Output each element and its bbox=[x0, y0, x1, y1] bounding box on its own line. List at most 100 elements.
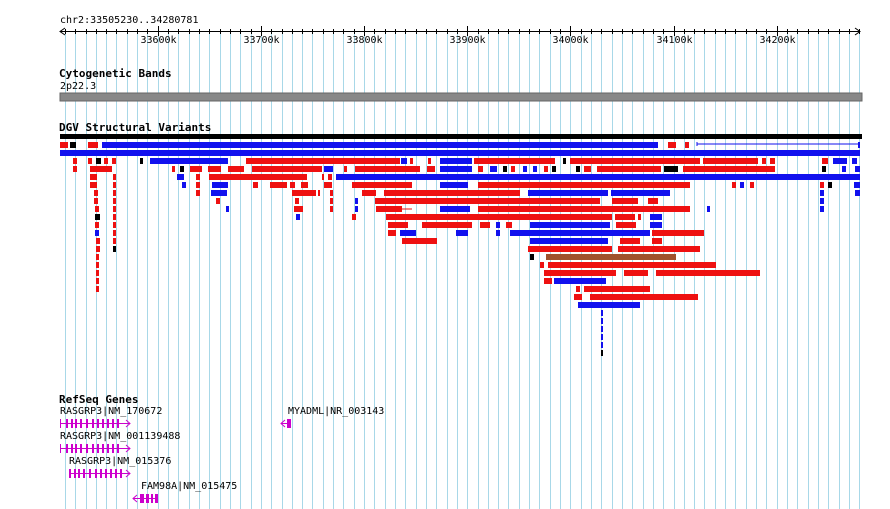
structural-variant-feature[interactable] bbox=[858, 142, 860, 148]
structural-variant-feature[interactable] bbox=[490, 166, 497, 172]
structural-variant-feature[interactable] bbox=[656, 270, 760, 276]
structural-variant-feature[interactable] bbox=[762, 158, 766, 164]
structural-variant-feature[interactable] bbox=[226, 206, 229, 212]
structural-variant-feature[interactable] bbox=[301, 182, 308, 188]
structural-variant-feature[interactable] bbox=[618, 246, 700, 252]
structural-variant-feature[interactable] bbox=[400, 230, 416, 236]
structural-variant-feature[interactable] bbox=[685, 142, 689, 148]
structural-variant-feature[interactable] bbox=[90, 174, 97, 180]
structural-variant-feature[interactable] bbox=[703, 158, 758, 164]
structural-variant-feature[interactable] bbox=[820, 182, 824, 188]
structural-variant-feature[interactable] bbox=[96, 270, 99, 276]
structural-variant-feature[interactable] bbox=[96, 254, 99, 260]
structural-variant-feature[interactable] bbox=[578, 302, 640, 308]
structural-variant-feature[interactable] bbox=[563, 158, 566, 164]
gene-rasgrp3-nm-001139488-exon[interactable] bbox=[92, 444, 94, 453]
structural-variant-feature[interactable] bbox=[474, 158, 555, 164]
structural-variant-feature[interactable] bbox=[211, 190, 227, 196]
structural-variant-feature[interactable] bbox=[554, 278, 606, 284]
structural-variant-feature[interactable] bbox=[182, 182, 186, 188]
gene-rasgrp3-nm-001139488-exon[interactable] bbox=[112, 444, 114, 453]
gene-rasgrp3-nm-015376-exon[interactable] bbox=[115, 469, 117, 478]
structural-variant-feature[interactable] bbox=[88, 158, 92, 164]
structural-variant-feature[interactable] bbox=[440, 166, 472, 172]
structural-variant-feature[interactable] bbox=[355, 206, 358, 212]
structural-variant-feature[interactable] bbox=[854, 182, 860, 188]
structural-variant-feature[interactable] bbox=[94, 198, 98, 204]
gene-rasgrp3-nm-015376-exon[interactable] bbox=[120, 469, 122, 478]
structural-variant-feature[interactable] bbox=[355, 198, 358, 204]
structural-variant-feature[interactable] bbox=[270, 182, 287, 188]
structural-variant-feature[interactable] bbox=[375, 198, 600, 204]
structural-variant-feature[interactable] bbox=[707, 206, 710, 212]
structural-variant-feature[interactable] bbox=[576, 286, 580, 292]
structural-variant-feature[interactable] bbox=[212, 182, 228, 188]
structural-variant-feature[interactable] bbox=[544, 270, 616, 276]
structural-variant-feature[interactable] bbox=[528, 246, 612, 252]
gene-rasgrp3-nm-170672-exon[interactable] bbox=[117, 419, 119, 428]
structural-variant-feature[interactable] bbox=[172, 166, 175, 172]
structural-variant-feature[interactable] bbox=[324, 182, 332, 188]
structural-variant-feature[interactable] bbox=[88, 142, 98, 148]
structural-variant-feature[interactable] bbox=[73, 158, 77, 164]
structural-variant-feature[interactable] bbox=[828, 182, 832, 188]
structural-variant-feature[interactable] bbox=[113, 206, 116, 212]
structural-variant-feature[interactable] bbox=[601, 350, 603, 356]
structural-variant-feature[interactable] bbox=[90, 182, 97, 188]
structural-variant-feature[interactable] bbox=[104, 158, 108, 164]
structural-variant-feature[interactable] bbox=[190, 166, 202, 172]
structural-variant-feature[interactable] bbox=[388, 222, 408, 228]
structural-variant-feature[interactable] bbox=[440, 182, 468, 188]
structural-variant-feature[interactable] bbox=[833, 158, 847, 164]
structural-variant-feature[interactable] bbox=[546, 254, 676, 260]
structural-variant-feature[interactable] bbox=[352, 214, 356, 220]
structural-variant-feature[interactable] bbox=[96, 278, 99, 284]
gene-rasgrp3-nm-001139488-exon[interactable] bbox=[66, 444, 68, 453]
structural-variant-feature[interactable] bbox=[386, 214, 612, 220]
structural-variant-feature[interactable] bbox=[113, 198, 116, 204]
gene-fam98a-exon[interactable] bbox=[151, 494, 153, 503]
structural-variant-feature[interactable] bbox=[96, 158, 101, 164]
structural-variant-feature[interactable] bbox=[570, 158, 700, 164]
structural-variant-feature[interactable] bbox=[330, 190, 333, 196]
gene-label-rasgrp3-nm-001139488[interactable]: RASGRP3|NM_001139488 bbox=[60, 431, 181, 442]
structural-variant-feature[interactable] bbox=[376, 206, 402, 212]
gene-rasgrp3-nm-170672-exon[interactable] bbox=[92, 419, 94, 428]
structural-variant-feature[interactable] bbox=[584, 166, 591, 172]
structural-variant-feature[interactable] bbox=[615, 214, 635, 220]
structural-variant-feature[interactable] bbox=[295, 198, 299, 204]
gene-rasgrp3-nm-001139488-exon[interactable] bbox=[75, 444, 77, 453]
structural-variant-feature[interactable] bbox=[95, 214, 100, 220]
structural-variant-feature[interactable] bbox=[740, 182, 744, 188]
structural-variant-feature[interactable] bbox=[544, 166, 548, 172]
structural-variant-feature[interactable] bbox=[574, 294, 582, 300]
structural-variant-feature[interactable] bbox=[70, 142, 76, 148]
structural-variant-feature[interactable] bbox=[820, 198, 824, 204]
structural-variant-feature[interactable] bbox=[95, 206, 99, 212]
structural-variant-feature[interactable] bbox=[750, 182, 754, 188]
gene-rasgrp3-nm-170672-exon[interactable] bbox=[71, 419, 73, 428]
structural-variant-feature[interactable] bbox=[855, 166, 860, 172]
gene-rasgrp3-nm-001139488-exon[interactable] bbox=[117, 444, 119, 453]
structural-variant-feature[interactable] bbox=[402, 238, 437, 244]
structural-variant-feature[interactable] bbox=[95, 222, 99, 228]
structural-variant-feature[interactable] bbox=[290, 182, 295, 188]
structural-variant-feature[interactable] bbox=[330, 198, 333, 204]
structural-variant-feature[interactable] bbox=[650, 214, 662, 220]
structural-variant-feature[interactable] bbox=[611, 190, 670, 196]
structural-variant-feature[interactable] bbox=[113, 182, 116, 188]
gene-fam98a-exon[interactable] bbox=[155, 494, 158, 503]
structural-variant-feature[interactable] bbox=[113, 238, 116, 244]
structural-variant-feature[interactable] bbox=[180, 166, 184, 172]
structural-variant-feature[interactable] bbox=[530, 238, 608, 244]
structural-variant-feature[interactable] bbox=[422, 222, 472, 228]
gene-rasgrp3-nm-015376-exon[interactable] bbox=[78, 469, 80, 478]
gene-rasgrp3-nm-015376-exon[interactable] bbox=[95, 469, 97, 478]
structural-variant-feature[interactable] bbox=[668, 142, 676, 148]
gene-label-myadml[interactable]: MYADML|NR_003143 bbox=[288, 406, 385, 417]
structural-variant-feature[interactable] bbox=[246, 158, 400, 164]
gene-rasgrp3-nm-170672-exon[interactable] bbox=[102, 419, 104, 428]
structural-variant-feature[interactable] bbox=[208, 166, 221, 172]
refseq-track-title[interactable]: RefSeq Genes bbox=[59, 393, 139, 406]
structural-variant-feature[interactable] bbox=[533, 166, 537, 172]
